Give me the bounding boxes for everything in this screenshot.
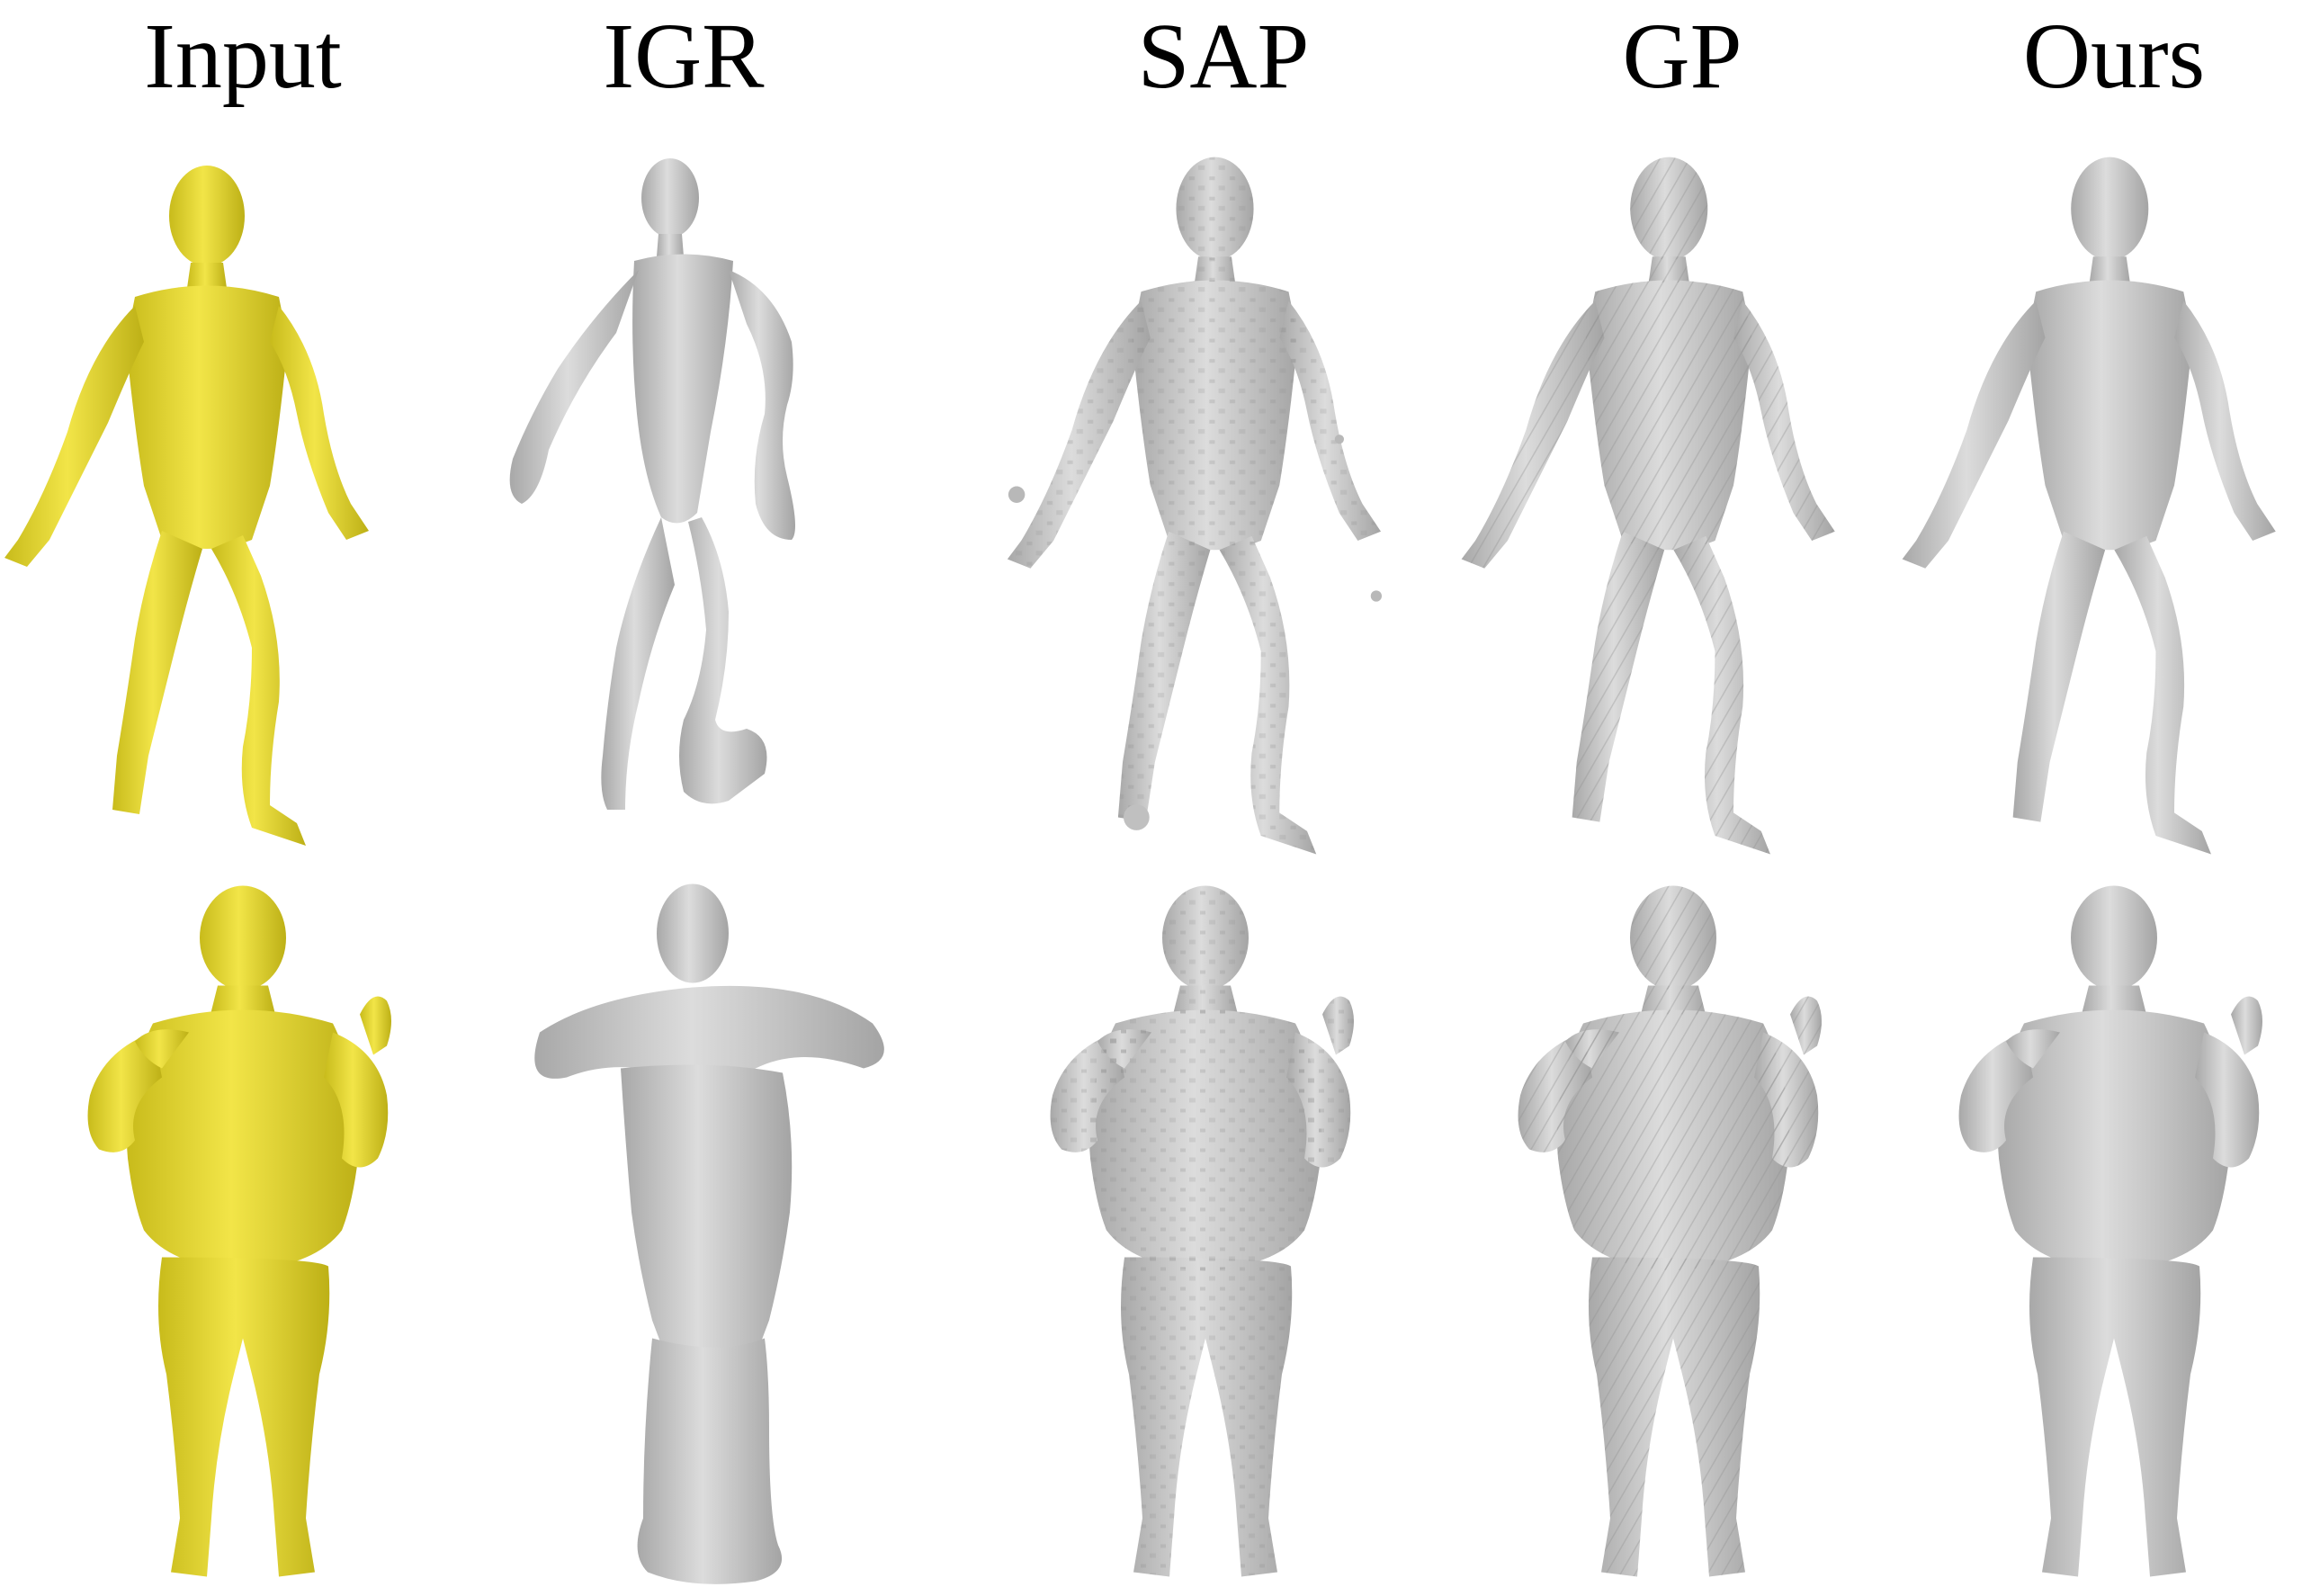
mesh-igr-row2 xyxy=(534,883,884,1584)
artifact-blob xyxy=(1334,435,1344,444)
panel-input-row2 xyxy=(36,877,441,1592)
mesh-sap-row2 xyxy=(1050,885,1354,1577)
panel-igr-row1 xyxy=(459,135,864,873)
mesh-sap-row1 xyxy=(1007,157,1383,855)
mesh-input-row1 xyxy=(4,166,369,846)
mesh-ours-row2 xyxy=(1958,885,2262,1577)
panel-input-row1 xyxy=(0,135,405,873)
artifact-blob xyxy=(1124,804,1150,830)
label-sap: SAP xyxy=(1137,4,1310,108)
label-gp: GP xyxy=(1622,4,1742,108)
panel-igr-row2 xyxy=(486,877,891,1592)
panel-sap-row2 xyxy=(990,877,1394,1592)
panel-ours-row1 xyxy=(1889,135,2311,873)
label-igr: IGR xyxy=(603,4,765,108)
artifact-blob xyxy=(1370,590,1383,602)
panel-gp-row2 xyxy=(1457,877,1862,1592)
mesh-input-row2 xyxy=(87,885,392,1577)
panel-ours-row2 xyxy=(1898,877,2303,1592)
panel-gp-row1 xyxy=(1448,135,1871,873)
mesh-gp-row2 xyxy=(1518,885,1822,1577)
label-ours: Ours xyxy=(2022,4,2206,108)
artifact-blob xyxy=(1008,486,1026,503)
panel-sap-row1 xyxy=(972,135,1421,873)
mesh-ours-row1 xyxy=(1902,157,2276,855)
mesh-igr-row1 xyxy=(509,158,795,810)
mesh-gp-row1 xyxy=(1461,157,1835,855)
label-input: Input xyxy=(144,4,342,108)
